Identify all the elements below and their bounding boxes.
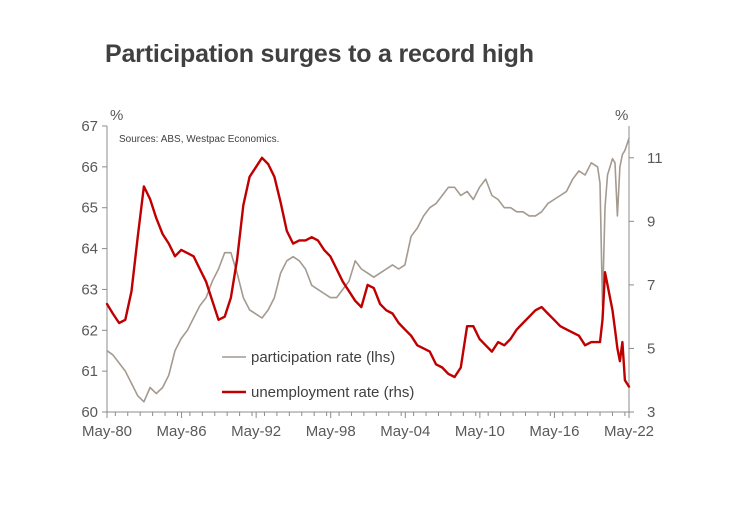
x-axis: May-80 May-86 May-92 May-98 May-04 May-10 May-… <box>82 412 654 440</box>
x-tick-label: May-98 <box>306 423 356 440</box>
left-tick-label: 62 <box>81 322 98 339</box>
right-unit-label: % <box>615 107 628 124</box>
right-tick-label: 3 <box>647 404 655 421</box>
source-note: Sources: ABS, Westpac Economics. <box>119 134 279 145</box>
left-tick-label: 61 <box>81 363 98 380</box>
right-tick-label: 5 <box>647 340 655 357</box>
left-tick-label: 65 <box>81 200 98 217</box>
legend: participation rate (lhs) unemployment rat… <box>222 349 414 401</box>
axes-frame <box>106 126 630 413</box>
plot-series <box>105 137 631 403</box>
left-tick-label: 60 <box>81 404 98 421</box>
left-tick-label: 67 <box>81 118 98 135</box>
right-tick-label: 11 <box>647 150 663 167</box>
left-tick-label: 63 <box>81 281 98 298</box>
right-tick-label: 7 <box>647 277 655 294</box>
left-axis: 60 61 62 63 64 65 66 67 <box>81 118 107 421</box>
left-tick-label: 66 <box>81 159 98 176</box>
x-tick-label: May-22 <box>604 423 654 440</box>
x-tick-label: May-80 <box>82 423 132 440</box>
right-axis: 3 5 7 9 11 <box>629 150 663 421</box>
x-tick-label: May-10 <box>455 423 505 440</box>
legend-label: participation rate (lhs) <box>251 349 395 366</box>
x-tick-label: May-16 <box>529 423 579 440</box>
left-unit-label: % <box>110 107 123 124</box>
legend-label: unemployment rate (rhs) <box>251 384 414 401</box>
unemployment-rate-line <box>105 156 631 388</box>
chart-title: Participation surges to a record high <box>105 40 534 68</box>
x-tick-label: May-86 <box>157 423 207 440</box>
right-tick-label: 9 <box>647 213 655 230</box>
x-tick-label: May-04 <box>380 423 430 440</box>
participation-rate-line <box>106 137 630 403</box>
x-tick-label: May-92 <box>231 423 281 440</box>
left-tick-label: 64 <box>81 241 98 258</box>
